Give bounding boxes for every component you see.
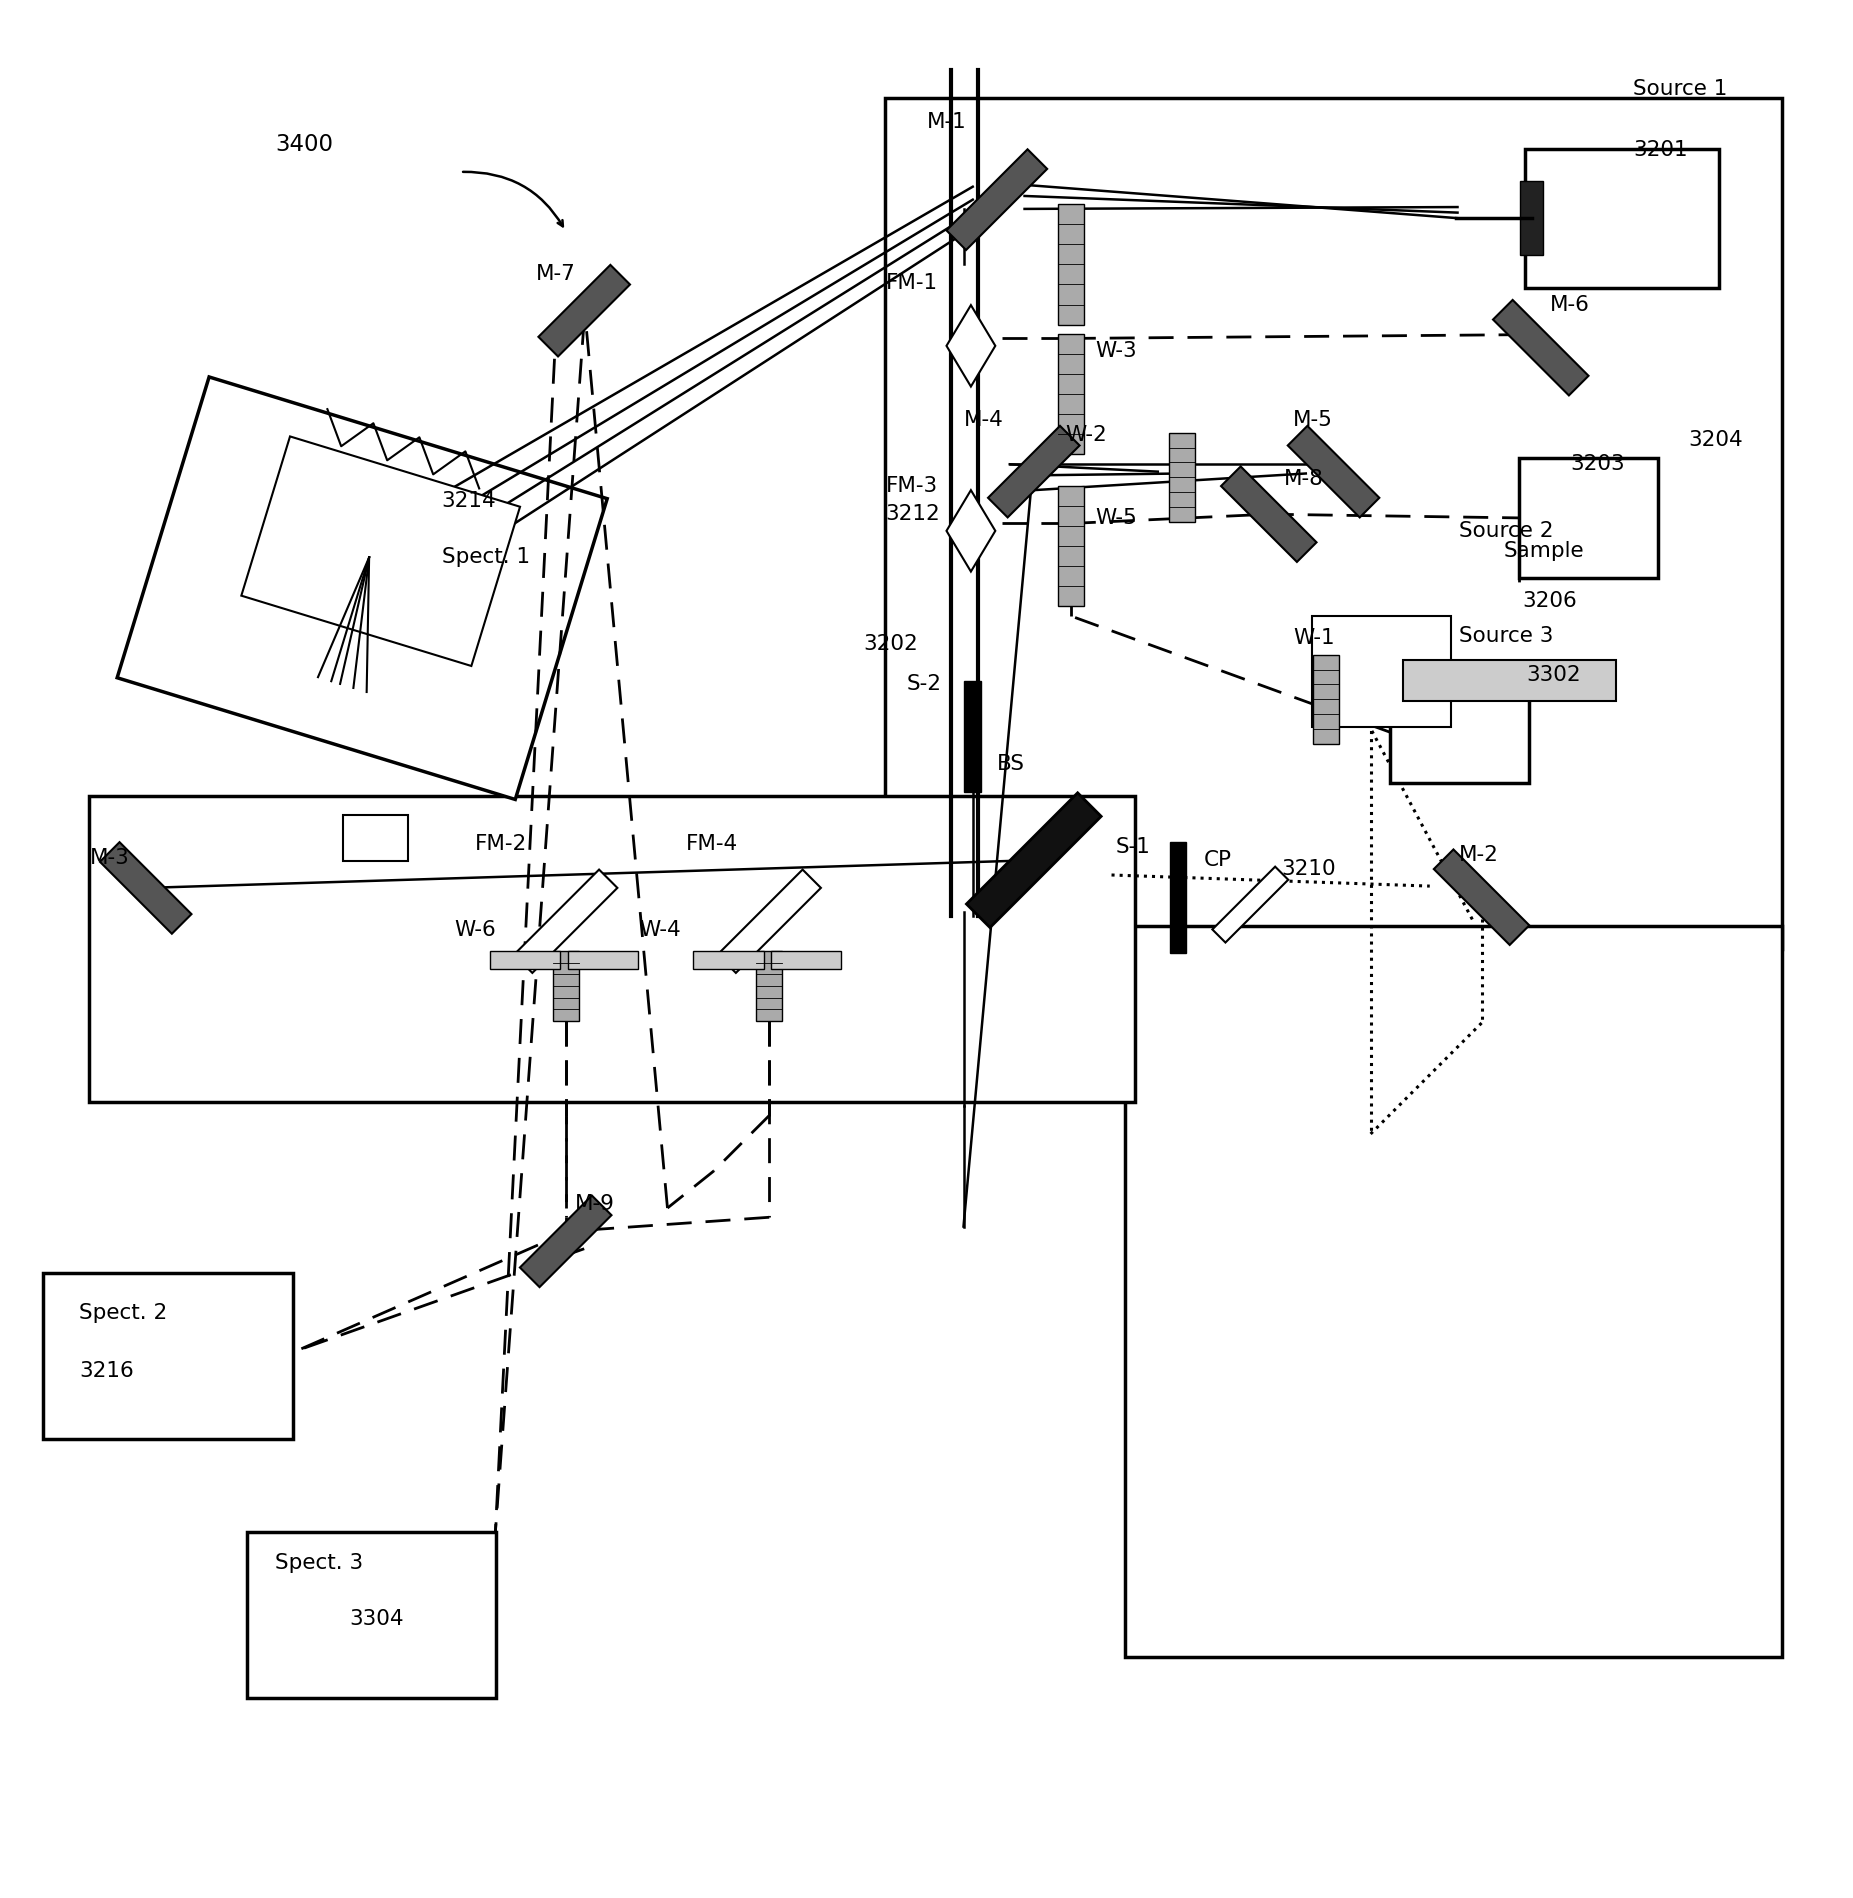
Text: S-1: S-1 xyxy=(1116,837,1151,858)
Polygon shape xyxy=(1288,425,1379,518)
Text: M-2: M-2 xyxy=(1460,845,1499,865)
Bar xyxy=(567,951,637,970)
Bar xyxy=(43,1274,293,1439)
Text: FM-1: FM-1 xyxy=(886,273,938,292)
Text: Source 3: Source 3 xyxy=(1460,626,1553,647)
Text: 3212: 3212 xyxy=(886,505,941,524)
Text: 3214: 3214 xyxy=(441,492,497,511)
Bar xyxy=(343,814,408,862)
Bar xyxy=(886,99,1783,949)
Polygon shape xyxy=(513,869,617,974)
Bar xyxy=(1525,148,1720,287)
Text: FM-2: FM-2 xyxy=(474,833,528,854)
Bar xyxy=(693,951,763,970)
Bar xyxy=(1519,457,1658,579)
Text: W-5: W-5 xyxy=(1095,509,1136,528)
Polygon shape xyxy=(1212,867,1288,943)
Text: W-1: W-1 xyxy=(1293,628,1334,647)
Text: W-2: W-2 xyxy=(1065,425,1106,444)
Polygon shape xyxy=(1494,300,1588,395)
Polygon shape xyxy=(967,793,1101,928)
Polygon shape xyxy=(100,843,191,934)
Bar xyxy=(1403,661,1616,700)
Bar xyxy=(1169,433,1195,522)
Text: M-9: M-9 xyxy=(574,1194,615,1215)
Bar xyxy=(964,681,980,791)
Text: Spect. 1: Spect. 1 xyxy=(441,547,530,568)
Text: Source 1: Source 1 xyxy=(1632,78,1727,99)
Text: 3206: 3206 xyxy=(1523,590,1577,611)
Text: Spect. 2: Spect. 2 xyxy=(80,1304,167,1323)
Polygon shape xyxy=(947,490,995,571)
Text: M-5: M-5 xyxy=(1293,410,1332,429)
Text: Sample: Sample xyxy=(1505,541,1584,562)
Bar xyxy=(1169,841,1186,953)
Polygon shape xyxy=(717,869,821,974)
Text: Spect. 3: Spect. 3 xyxy=(276,1553,363,1573)
Text: M-7: M-7 xyxy=(536,264,576,283)
Text: 3400: 3400 xyxy=(276,133,334,156)
Polygon shape xyxy=(521,1196,611,1287)
Text: M-4: M-4 xyxy=(964,410,1002,429)
Text: 3216: 3216 xyxy=(80,1361,133,1382)
Text: M-8: M-8 xyxy=(1284,469,1323,490)
Bar xyxy=(771,951,841,970)
Text: 3202: 3202 xyxy=(863,634,919,653)
Text: M-1: M-1 xyxy=(926,112,965,133)
Polygon shape xyxy=(117,378,608,799)
Bar xyxy=(552,951,578,1021)
Bar xyxy=(89,797,1134,1101)
Polygon shape xyxy=(1221,467,1316,562)
Bar xyxy=(1312,617,1451,727)
Text: W-4: W-4 xyxy=(639,921,682,941)
Text: 3204: 3204 xyxy=(1688,431,1744,450)
Text: S-2: S-2 xyxy=(906,674,941,695)
Bar xyxy=(1058,205,1084,325)
Bar xyxy=(1125,926,1783,1657)
Bar xyxy=(489,951,560,970)
Text: FM-3: FM-3 xyxy=(886,476,938,497)
Bar xyxy=(1314,655,1340,744)
Text: W-3: W-3 xyxy=(1095,342,1136,361)
Polygon shape xyxy=(241,437,521,666)
Text: 3201: 3201 xyxy=(1632,140,1688,159)
Text: FM-4: FM-4 xyxy=(686,833,737,854)
Text: CP: CP xyxy=(1204,850,1232,869)
Polygon shape xyxy=(947,306,995,387)
Text: 3210: 3210 xyxy=(1282,860,1336,879)
Bar xyxy=(1390,681,1529,784)
Bar xyxy=(756,951,782,1021)
Bar xyxy=(1058,486,1084,605)
Text: W-6: W-6 xyxy=(454,921,497,941)
Text: 3203: 3203 xyxy=(1569,454,1625,474)
Polygon shape xyxy=(1434,850,1529,945)
Polygon shape xyxy=(539,266,630,357)
Polygon shape xyxy=(947,150,1047,251)
Polygon shape xyxy=(988,425,1080,518)
Text: BS: BS xyxy=(997,754,1025,774)
Text: Source 2: Source 2 xyxy=(1460,520,1555,541)
Bar xyxy=(1521,180,1544,254)
Bar xyxy=(246,1532,497,1699)
Text: M-6: M-6 xyxy=(1549,294,1590,315)
Text: 3304: 3304 xyxy=(348,1610,404,1628)
Text: M-3: M-3 xyxy=(91,848,130,869)
Bar xyxy=(1058,334,1084,454)
Text: 3302: 3302 xyxy=(1527,664,1581,685)
